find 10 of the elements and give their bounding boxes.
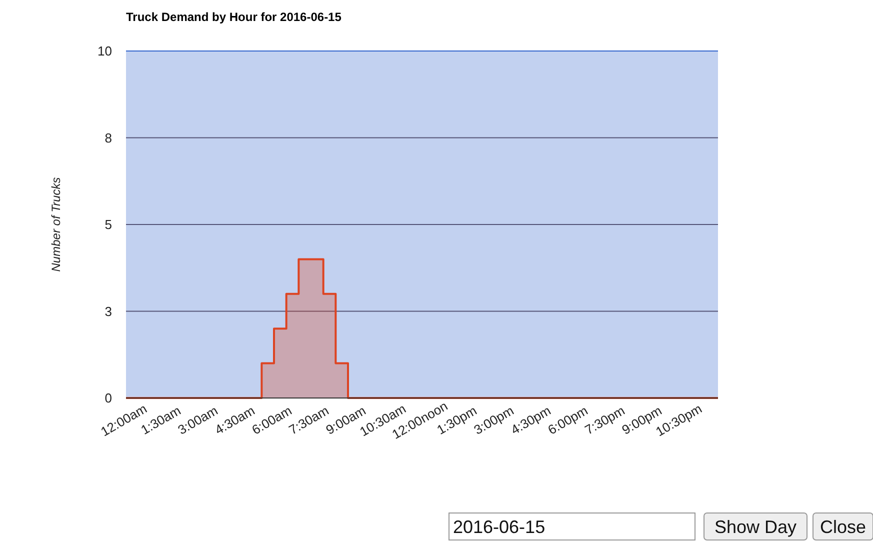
- button: Show Day: [704, 512, 808, 540]
- y-tick-label: 3: [104, 304, 112, 319]
- date-field: 2016-06-15: [448, 512, 696, 540]
- y-tick-label: 10: [98, 44, 112, 59]
- y-tick-label: 5: [104, 217, 112, 232]
- y-tick-label: 8: [104, 130, 112, 146]
- y-axis-title: Number of Trucks: [49, 177, 63, 272]
- y-tick-label: 0: [104, 390, 112, 406]
- chart-title: Truck Demand by Hour for 2016-06-15: [126, 10, 342, 24]
- button: Close: [812, 512, 873, 540]
